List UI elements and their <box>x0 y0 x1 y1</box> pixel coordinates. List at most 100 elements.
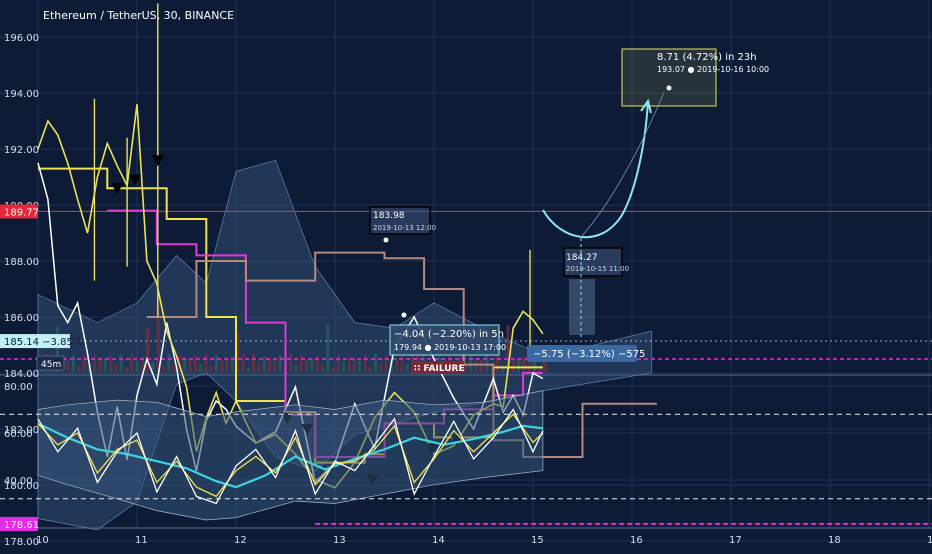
volume-bar <box>278 355 282 372</box>
x-tick-label: 19 <box>927 535 932 546</box>
interval-label: 45m <box>41 360 61 370</box>
chart-title: Ethereum / TetherUS, 30, BINANCE <box>43 9 234 22</box>
volume-bar <box>326 324 330 372</box>
volume-bar <box>347 356 351 372</box>
y-tick-label: 182.00 <box>4 425 39 436</box>
volume-bar <box>204 354 208 372</box>
x-tick-label: 17 <box>729 535 742 546</box>
volume-bar <box>490 365 494 372</box>
y-tick-label: 188.00 <box>4 257 39 268</box>
volume-bar <box>267 358 272 372</box>
projection-arrowhead <box>640 98 652 114</box>
ichimoku-cloud <box>37 159 653 531</box>
volume-bar <box>151 361 155 372</box>
measure-date-label: 2019-10-15 11:00 <box>566 265 629 273</box>
volume-bar <box>55 326 60 372</box>
volume-bar <box>236 332 240 372</box>
volume-bar <box>331 367 335 372</box>
volume-bar <box>368 366 372 372</box>
projection-thin-arc <box>579 91 665 239</box>
volume-bar <box>384 355 388 372</box>
volume-bar <box>77 365 81 372</box>
x-tick-label: 13 <box>333 535 346 546</box>
volume-bar <box>336 354 340 372</box>
volume-bar <box>220 360 224 372</box>
volume-bar <box>124 367 128 372</box>
rsi-white-line <box>37 408 544 505</box>
volume-bar <box>479 359 484 372</box>
volume-bar <box>485 355 489 372</box>
volume-bar <box>262 356 266 372</box>
volume-bar <box>543 354 547 372</box>
target-box <box>621 48 717 107</box>
rsi-ma-line <box>37 422 544 489</box>
volume-bar <box>400 355 404 372</box>
volume-bar <box>511 360 515 372</box>
volume-bar <box>358 361 362 372</box>
support-tag-label: 178.61 <box>4 520 39 531</box>
volume-bar <box>501 365 505 372</box>
x-tick-label: 15 <box>531 535 544 546</box>
drop-gain-label: −4.04 (−2.20%) in 5h <box>394 329 504 340</box>
volume-bar <box>193 355 197 372</box>
peak-box <box>369 206 431 235</box>
volume-bar <box>273 360 277 372</box>
rsi-y-tick-label: 80.00 <box>4 382 33 393</box>
measure-box <box>563 247 623 277</box>
volume-bar <box>305 359 309 372</box>
volume-bar <box>103 358 107 372</box>
volume-bar <box>119 354 123 372</box>
rsi-y-tick-label: 40.00 <box>4 476 33 487</box>
support-tag <box>0 516 38 531</box>
rsi-bollinger-band <box>37 390 544 521</box>
x-tick-label: 14 <box>432 535 445 546</box>
failure-badge <box>411 361 464 374</box>
measure-shade <box>569 279 595 335</box>
volume-bar <box>373 354 378 372</box>
target-gain-label: 8.71 (4.72%) in 23h <box>657 52 757 63</box>
signal-marker <box>129 174 142 186</box>
volume-bar <box>405 364 409 372</box>
drop-box <box>389 324 500 356</box>
volume-bar <box>98 359 102 372</box>
drop-date-label: 179.94 ● 2019-10-13 17:00 <box>394 343 506 352</box>
volume-bar <box>183 358 187 372</box>
volume-bar <box>214 354 219 372</box>
volume-bar <box>379 364 383 372</box>
volume-bar <box>252 354 256 372</box>
volume-bar <box>522 356 526 372</box>
cloud-layer <box>37 159 653 531</box>
last-price-tag <box>0 334 70 349</box>
x-tick-label: 18 <box>828 535 841 546</box>
volume-bar <box>464 363 468 372</box>
rsi-layer <box>0 390 932 521</box>
volume-bar <box>299 355 303 372</box>
x-tick-label: 11 <box>135 535 148 546</box>
volume-bar <box>66 360 70 372</box>
volume-bar <box>140 357 144 372</box>
volume-bar <box>289 354 293 372</box>
volume-bar <box>167 354 171 372</box>
volume-bar <box>82 354 86 372</box>
volume-bar <box>199 364 203 372</box>
measure-price-label: 184.27 <box>566 253 598 263</box>
volume-bar <box>130 354 134 372</box>
measure-result-box <box>527 345 637 362</box>
resistance-tag-label: 189.77 <box>4 207 39 218</box>
rsi-y-tick-label: 60.00 <box>4 429 33 440</box>
volume-bar <box>225 357 229 372</box>
projection-arc <box>542 102 649 239</box>
drop-point <box>401 312 407 318</box>
annotation-layer: 8.71 (4.72%) in 23h 193.07 ● 2019-10-16 1… <box>36 48 769 374</box>
volume-bar <box>93 355 97 372</box>
y-tick-label: 184.00 <box>4 369 39 380</box>
target-date-label: 193.07 ● 2019-10-16 10:00 <box>657 65 769 74</box>
volume-bar <box>517 358 521 372</box>
volume-bar <box>320 363 325 372</box>
volume-bar <box>209 366 213 372</box>
volume-bar <box>315 356 319 372</box>
signal-marker <box>151 155 164 167</box>
peak-date-label: 2019-10-13 12:00 <box>373 224 436 232</box>
